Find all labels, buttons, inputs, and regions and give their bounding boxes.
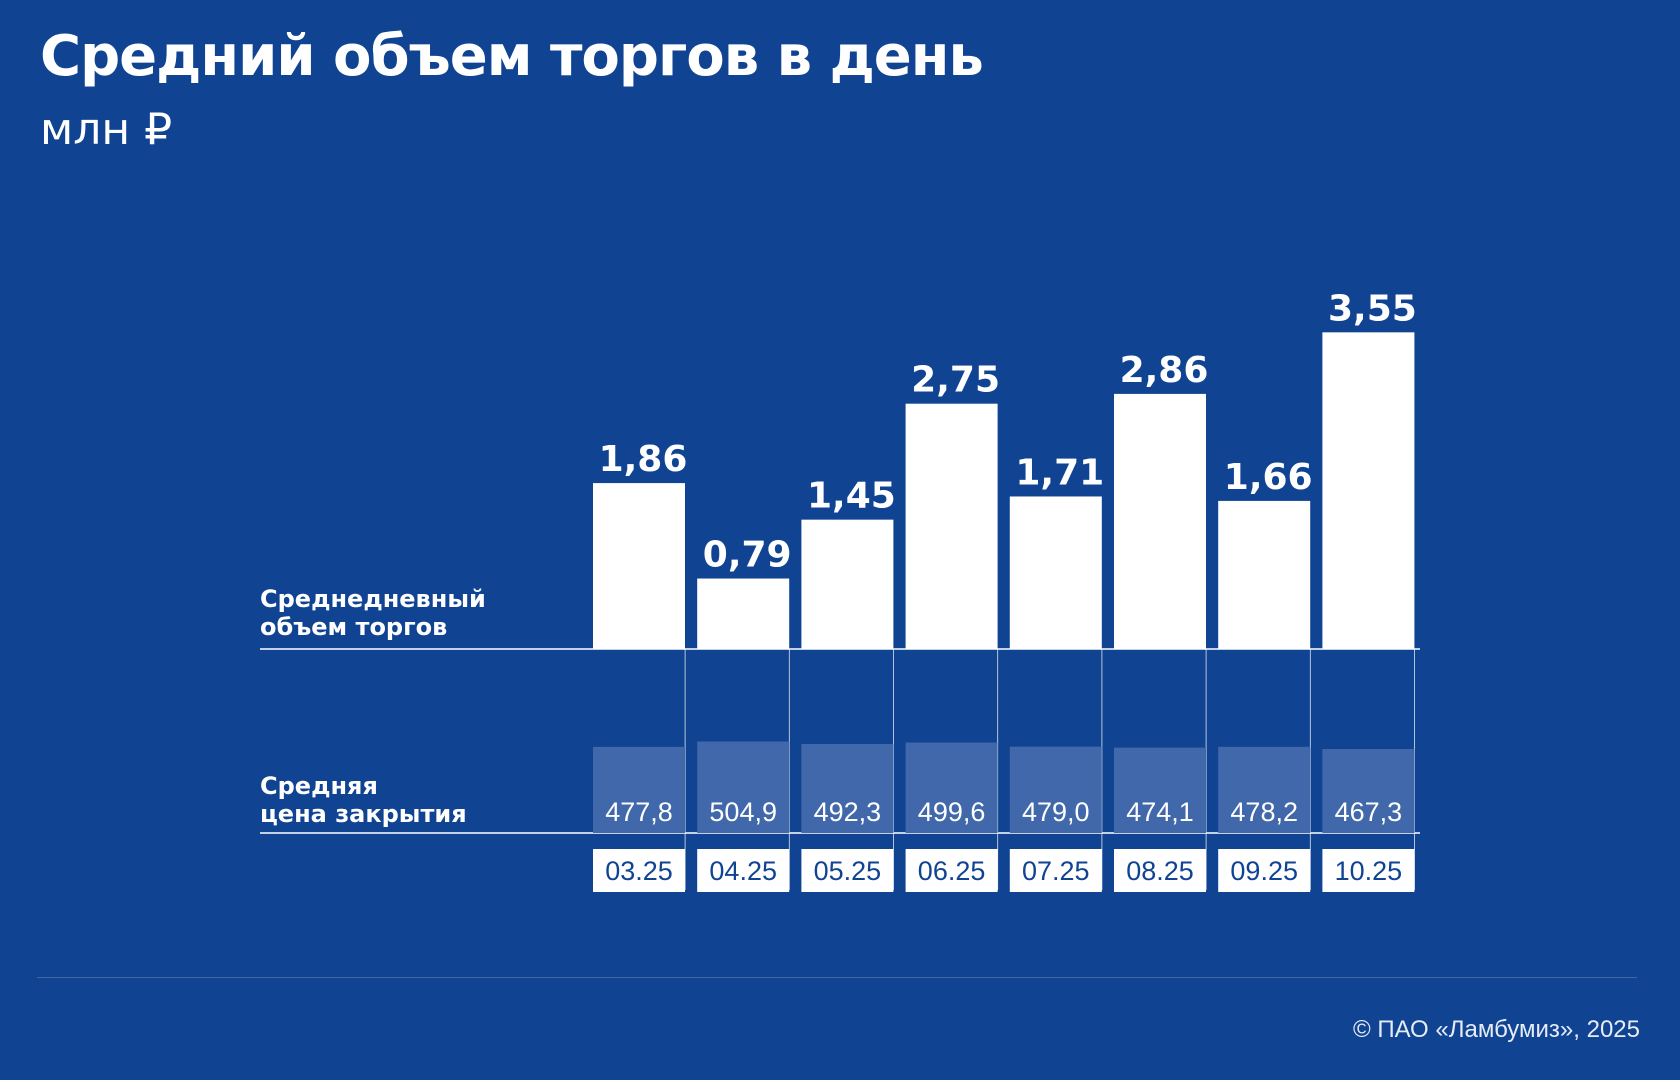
date-box [801, 849, 894, 892]
volume-value-label: 1,86 [599, 439, 688, 480]
volume-bar [1009, 496, 1102, 649]
category-tick-label: 05.25 [814, 856, 882, 886]
date-box [905, 849, 998, 892]
date-box [593, 849, 685, 892]
date-box [1322, 849, 1415, 892]
volume-bar [1218, 500, 1311, 649]
price-block [905, 742, 998, 833]
date-box [1009, 849, 1102, 892]
price-block [593, 746, 685, 833]
price-block [1218, 746, 1311, 833]
price-block [1322, 749, 1415, 833]
price-row-label: Средняя цена закрытия [260, 772, 467, 828]
volume-label-line1: Среднедневный [260, 585, 486, 613]
price-label-line1: Средняя [260, 772, 378, 800]
category-tick-label: 07.25 [1022, 856, 1090, 886]
volume-value-label: 2,75 [911, 360, 1000, 401]
price-value-label: 478,2 [1230, 797, 1298, 827]
copyright-text: © ПАО «Ламбумиз», 2025 [1352, 1016, 1640, 1043]
category-tick-label: 08.25 [1126, 856, 1194, 886]
volume-value-label: 2,86 [1120, 350, 1209, 391]
volume-bar [905, 403, 998, 649]
volume-bar [801, 519, 894, 649]
date-box [1218, 849, 1311, 892]
price-value-label: 467,3 [1335, 797, 1403, 827]
volume-bar [1322, 332, 1415, 649]
price-value-label: 492,3 [814, 797, 882, 827]
date-box [1114, 849, 1206, 892]
price-value-label: 477,8 [605, 797, 673, 827]
category-tick-label: 09.25 [1230, 856, 1298, 886]
price-value-label: 479,0 [1022, 797, 1090, 827]
volume-value-label: 1,66 [1224, 457, 1313, 498]
chart-subtitle-unit: млн ₽ [40, 104, 173, 155]
category-tick-label: 06.25 [918, 856, 986, 886]
price-block [697, 741, 790, 833]
volume-value-label: 3,55 [1328, 288, 1417, 329]
footer-divider [37, 977, 1637, 978]
category-tick-label: 10.25 [1335, 856, 1403, 886]
date-box [697, 849, 790, 892]
volume-bar [593, 483, 685, 649]
category-tick-label: 04.25 [709, 856, 777, 886]
volume-row-label: Среднедневный объем торгов [260, 585, 486, 641]
category-tick-label: 03.25 [605, 856, 673, 886]
price-value-label: 499,6 [918, 797, 986, 827]
volume-value-label: 1,45 [807, 476, 896, 517]
price-block [1009, 746, 1102, 833]
volume-value-label: 0,79 [703, 535, 792, 576]
price-value-label: 504,9 [709, 797, 777, 827]
price-block [1114, 747, 1206, 833]
chart-title: Средний объем торгов в день [40, 24, 984, 89]
volume-bar [697, 578, 790, 649]
volume-bar [1114, 393, 1206, 649]
price-value-label: 474,1 [1126, 797, 1194, 827]
volume-value-label: 1,71 [1015, 452, 1104, 493]
price-label-line2: цена закрытия [260, 800, 467, 828]
volume-label-line2: объем торгов [260, 613, 448, 641]
price-block [801, 744, 894, 833]
